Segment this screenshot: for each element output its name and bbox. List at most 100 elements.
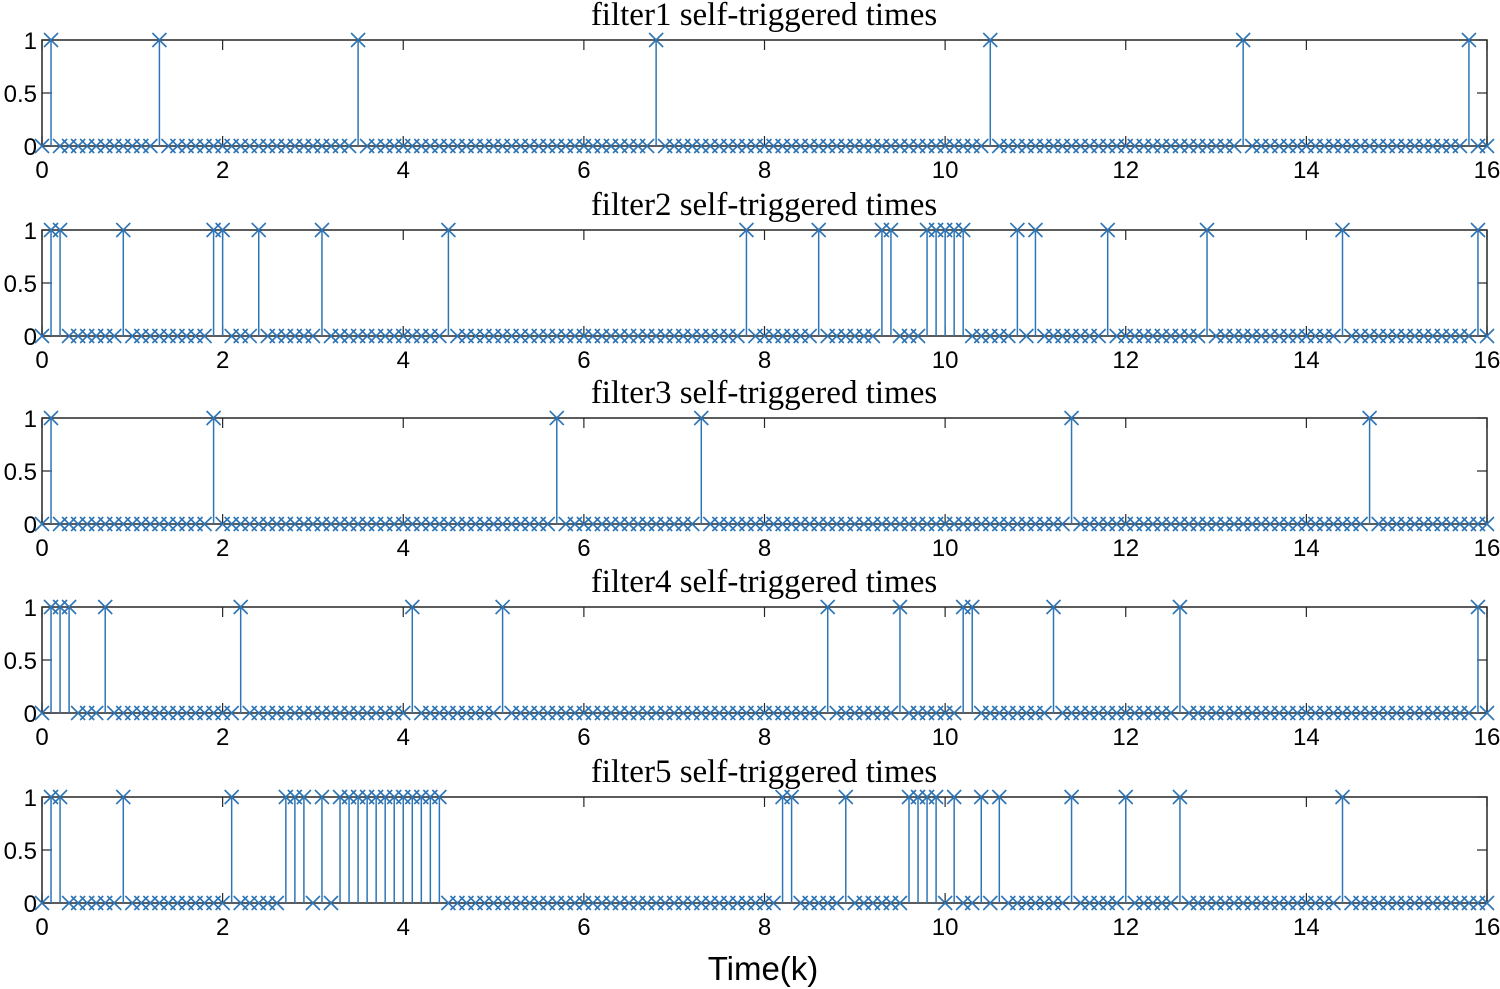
- x-tick-label: 12: [1112, 535, 1139, 562]
- y-tick-label: 0: [24, 891, 37, 918]
- trigger-marker: [946, 789, 962, 805]
- subplot-title: filter4 self-triggered times: [591, 564, 937, 600]
- trigger-marker: [1100, 222, 1116, 238]
- trigger-marker: [1045, 599, 1062, 615]
- zero-marker: [196, 516, 213, 532]
- x-tick-label: 4: [397, 347, 410, 374]
- zero-marker: [1479, 895, 1495, 911]
- x-tick-label: 8: [758, 724, 771, 751]
- trigger-marker: [115, 789, 131, 805]
- trigger-marker: [964, 599, 980, 615]
- zero-marker: [1163, 705, 1179, 721]
- trigger-marker: [97, 599, 113, 615]
- zero-marker: [395, 705, 411, 721]
- trigger-marker: [838, 789, 854, 805]
- zero-marker: [305, 895, 321, 911]
- zero-marker: [1109, 895, 1125, 911]
- x-tick-label: 2: [216, 347, 229, 374]
- y-tick-label: 1: [24, 406, 37, 433]
- x-tick-label: 4: [397, 157, 410, 184]
- zero-marker: [729, 328, 745, 344]
- zero-marker: [305, 328, 321, 344]
- trigger-marker: [982, 32, 998, 48]
- trigger-marker: [233, 599, 249, 615]
- x-tick-label: 14: [1293, 535, 1320, 562]
- trigger-marker: [43, 32, 59, 48]
- x-tick-label: 4: [397, 914, 410, 941]
- subplot-5: 0 2 4 6 8 10 12 14 16 0 0.5 1 filter5 self-triggered…: [4, 754, 1500, 941]
- y-tick-label: 1: [24, 595, 37, 622]
- trigger-marker: [440, 222, 456, 238]
- x-tick-label: 12: [1112, 157, 1139, 184]
- x-tick-label: 12: [1112, 914, 1139, 941]
- zero-marker: [88, 705, 104, 721]
- zero-marker: [269, 895, 285, 911]
- x-tick-label: 0: [35, 157, 48, 184]
- zero-marker: [106, 328, 122, 344]
- zero-marker: [431, 328, 447, 344]
- zero-marker: [34, 705, 50, 721]
- trigger-marker: [314, 222, 330, 238]
- y-tick-label: 1: [24, 28, 37, 55]
- x-tick-label: 14: [1293, 724, 1320, 751]
- x-tick-label: 8: [758, 535, 771, 562]
- zero-marker: [1036, 705, 1053, 721]
- trigger-marker: [1063, 410, 1080, 426]
- x-tick-label: 10: [932, 347, 959, 374]
- trigger-marker: [495, 599, 511, 615]
- zero-marker: [1054, 516, 1071, 532]
- trigger-marker: [1470, 222, 1486, 238]
- zero-marker: [1190, 328, 1206, 344]
- x-tick-label: 0: [35, 535, 48, 562]
- zero-marker: [142, 138, 158, 154]
- trigger-marker: [955, 222, 971, 238]
- zero-marker: [1452, 138, 1468, 154]
- zero-marker: [802, 328, 818, 344]
- trigger-marker: [115, 222, 131, 238]
- y-tick-label: 1: [24, 785, 37, 812]
- trigger-marker: [991, 789, 1007, 805]
- trigger-marker: [693, 410, 709, 426]
- trigger-marker: [738, 222, 755, 238]
- trigger-marker: [1172, 789, 1188, 805]
- zero-marker: [1000, 328, 1016, 344]
- zero-marker: [982, 895, 998, 911]
- x-tick-label: 16: [1474, 347, 1500, 374]
- x-tick-label: 0: [35, 914, 48, 941]
- x-tick-label: 2: [216, 724, 229, 751]
- zero-marker: [1091, 328, 1107, 344]
- x-tick-label: 14: [1293, 157, 1320, 184]
- trigger-marker: [224, 789, 240, 805]
- zero-marker: [765, 895, 782, 911]
- x-tick-label: 4: [397, 724, 410, 751]
- axes-box: [41, 417, 1488, 525]
- x-tick-label: 6: [577, 535, 590, 562]
- zero-marker: [865, 328, 881, 344]
- x-tick-label: 8: [758, 157, 771, 184]
- x-tick-label: 8: [758, 914, 771, 941]
- trigger-marker: [820, 599, 836, 615]
- zero-marker: [910, 328, 926, 344]
- x-tick-label: 10: [932, 724, 959, 751]
- trigger-marker: [1009, 222, 1025, 238]
- zero-marker: [1479, 328, 1495, 344]
- y-tick-label: 0.5: [4, 459, 37, 486]
- y-tick-label: 0: [24, 512, 37, 539]
- zero-marker: [34, 516, 50, 532]
- zero-marker: [106, 895, 122, 911]
- subplot-title: filter5 self-triggered times: [591, 754, 937, 790]
- y-tick-label: 0: [24, 324, 37, 351]
- trigger-marker: [1461, 32, 1477, 48]
- trigger-marker: [404, 599, 420, 615]
- zero-marker: [1163, 895, 1179, 911]
- trigger-marker: [215, 222, 231, 238]
- trigger-marker: [1334, 789, 1351, 805]
- zero-marker: [1325, 328, 1342, 344]
- subplot-title: filter1 self-triggered times: [591, 0, 937, 33]
- x-tick-label: 2: [216, 914, 229, 941]
- subplot-title: filter3 self-triggered times: [591, 375, 937, 411]
- trigger-marker: [784, 789, 800, 805]
- trigger-marker: [314, 789, 330, 805]
- subplot-3: 0 2 4 6 8 10 12 14 16 0 0.5 1 filter3 self-triggered…: [4, 375, 1500, 562]
